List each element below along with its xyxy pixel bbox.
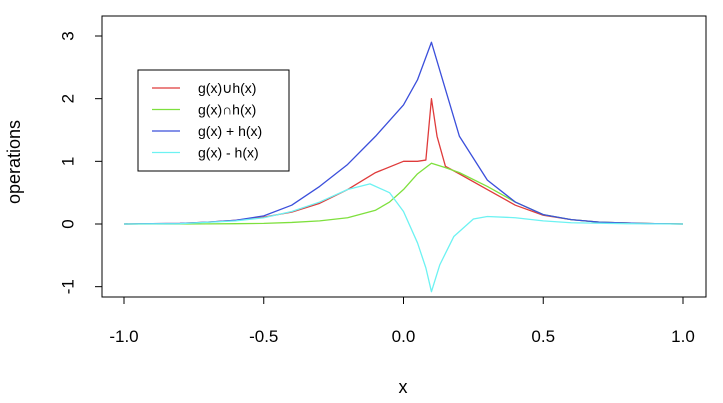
y-tick-label: 2 — [59, 94, 78, 103]
x-axis: -1.0 -0.5 0.0 0.5 1.0 — [109, 296, 695, 346]
series-line-2 — [124, 162, 684, 225]
legend: g(x)∪h(x) g(x)∩h(x) g(x) + h(x) g(x) - h(x) — [137, 69, 290, 172]
legend-box — [137, 69, 290, 172]
x-tick-label: -0.5 — [249, 327, 278, 346]
x-axis-title: x — [399, 377, 408, 397]
series-line-4 — [123, 183, 684, 293]
y-tick-label: 1 — [59, 157, 78, 166]
series-layer — [123, 41, 684, 293]
x-tick-label: 1.0 — [671, 327, 695, 346]
legend-label-1: g(x)∪h(x) — [198, 80, 256, 96]
legend-label-3: g(x) + h(x) — [198, 123, 262, 139]
y-tick-label: 3 — [59, 31, 78, 40]
y-tick-label: -1 — [59, 279, 78, 294]
y-axis: -1 0 1 2 3 — [59, 31, 103, 294]
y-axis-title: operations — [4, 120, 24, 204]
legend-label-4: g(x) - h(x) — [198, 145, 259, 161]
legend-label-2: g(x)∩h(x) — [198, 102, 256, 118]
x-tick-label: -1.0 — [109, 327, 138, 346]
y-tick-label: 0 — [59, 219, 78, 228]
x-tick-label: 0.5 — [531, 327, 555, 346]
x-tick-label: 0.0 — [392, 327, 416, 346]
